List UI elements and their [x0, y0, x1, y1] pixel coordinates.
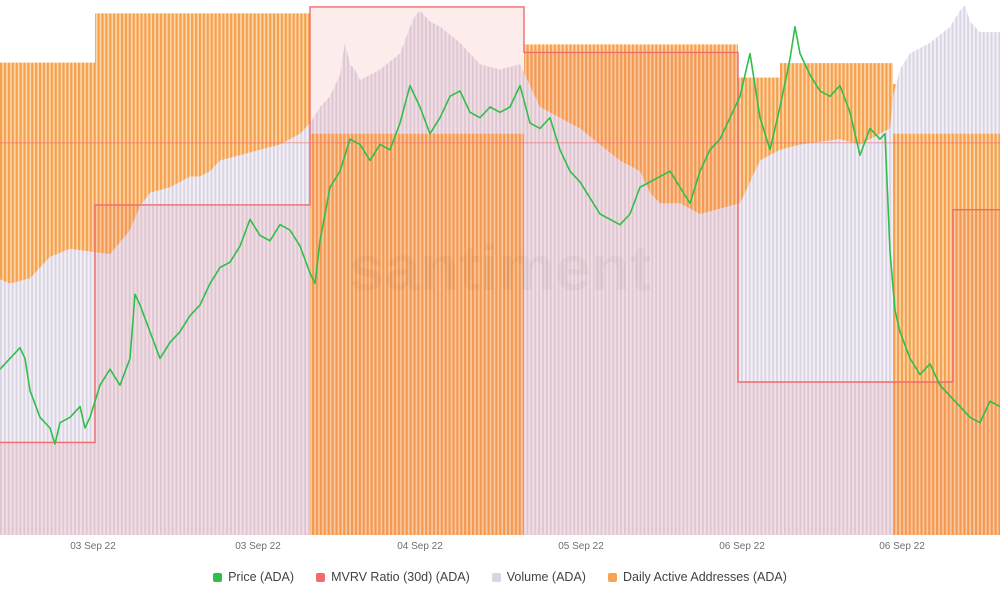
chart-svg: santiment 03 Sep 22 03 Sep 22 04 Sep 22 05 …: [0, 5, 1000, 552]
price-series: [0, 25, 1000, 445]
legend-label: MVRV Ratio (30d) (ADA): [331, 570, 470, 584]
legend-swatch: [213, 572, 223, 582]
x-tick-label: 05 Sep 22: [558, 541, 604, 552]
legend-swatch: [491, 572, 501, 582]
legend-label: Volume (ADA): [506, 570, 586, 584]
x-axis: 03 Sep 22 03 Sep 22 04 Sep 22 05 Sep 22 06 S…: [70, 541, 925, 552]
mvrv-step-line: [0, 6, 1000, 444]
legend-swatch: [316, 572, 326, 582]
mvrv-series: [0, 6, 1000, 535]
price-line: [0, 25, 1000, 445]
legend-item[interactable]: Volume (ADA): [491, 570, 586, 584]
legend-swatch: [607, 572, 617, 582]
daa-bar-segment: [310, 133, 524, 535]
x-tick-label: 04 Sep 22: [397, 541, 443, 552]
x-tick-label: 06 Sep 22: [879, 541, 925, 552]
legend-label: Daily Active Addresses (ADA): [622, 570, 787, 584]
legend-item[interactable]: Daily Active Addresses (ADA): [607, 570, 787, 584]
legend-label: Price (ADA): [228, 570, 295, 584]
legend: Price (ADA) MVRV Ratio (30d) (ADA) Volume …: [0, 566, 1000, 588]
watermark-text: santiment: [349, 232, 651, 304]
legend-item[interactable]: Price (ADA): [213, 570, 294, 584]
mvrv-area: [0, 6, 1000, 535]
x-tick-label: 03 Sep 22: [235, 541, 281, 552]
daa-bar-segment: [893, 133, 1000, 535]
legend-item[interactable]: MVRV Ratio (30d) (ADA): [316, 570, 470, 584]
x-tick-label: 06 Sep 22: [719, 541, 765, 552]
x-tick-label: 03 Sep 22: [70, 541, 116, 552]
